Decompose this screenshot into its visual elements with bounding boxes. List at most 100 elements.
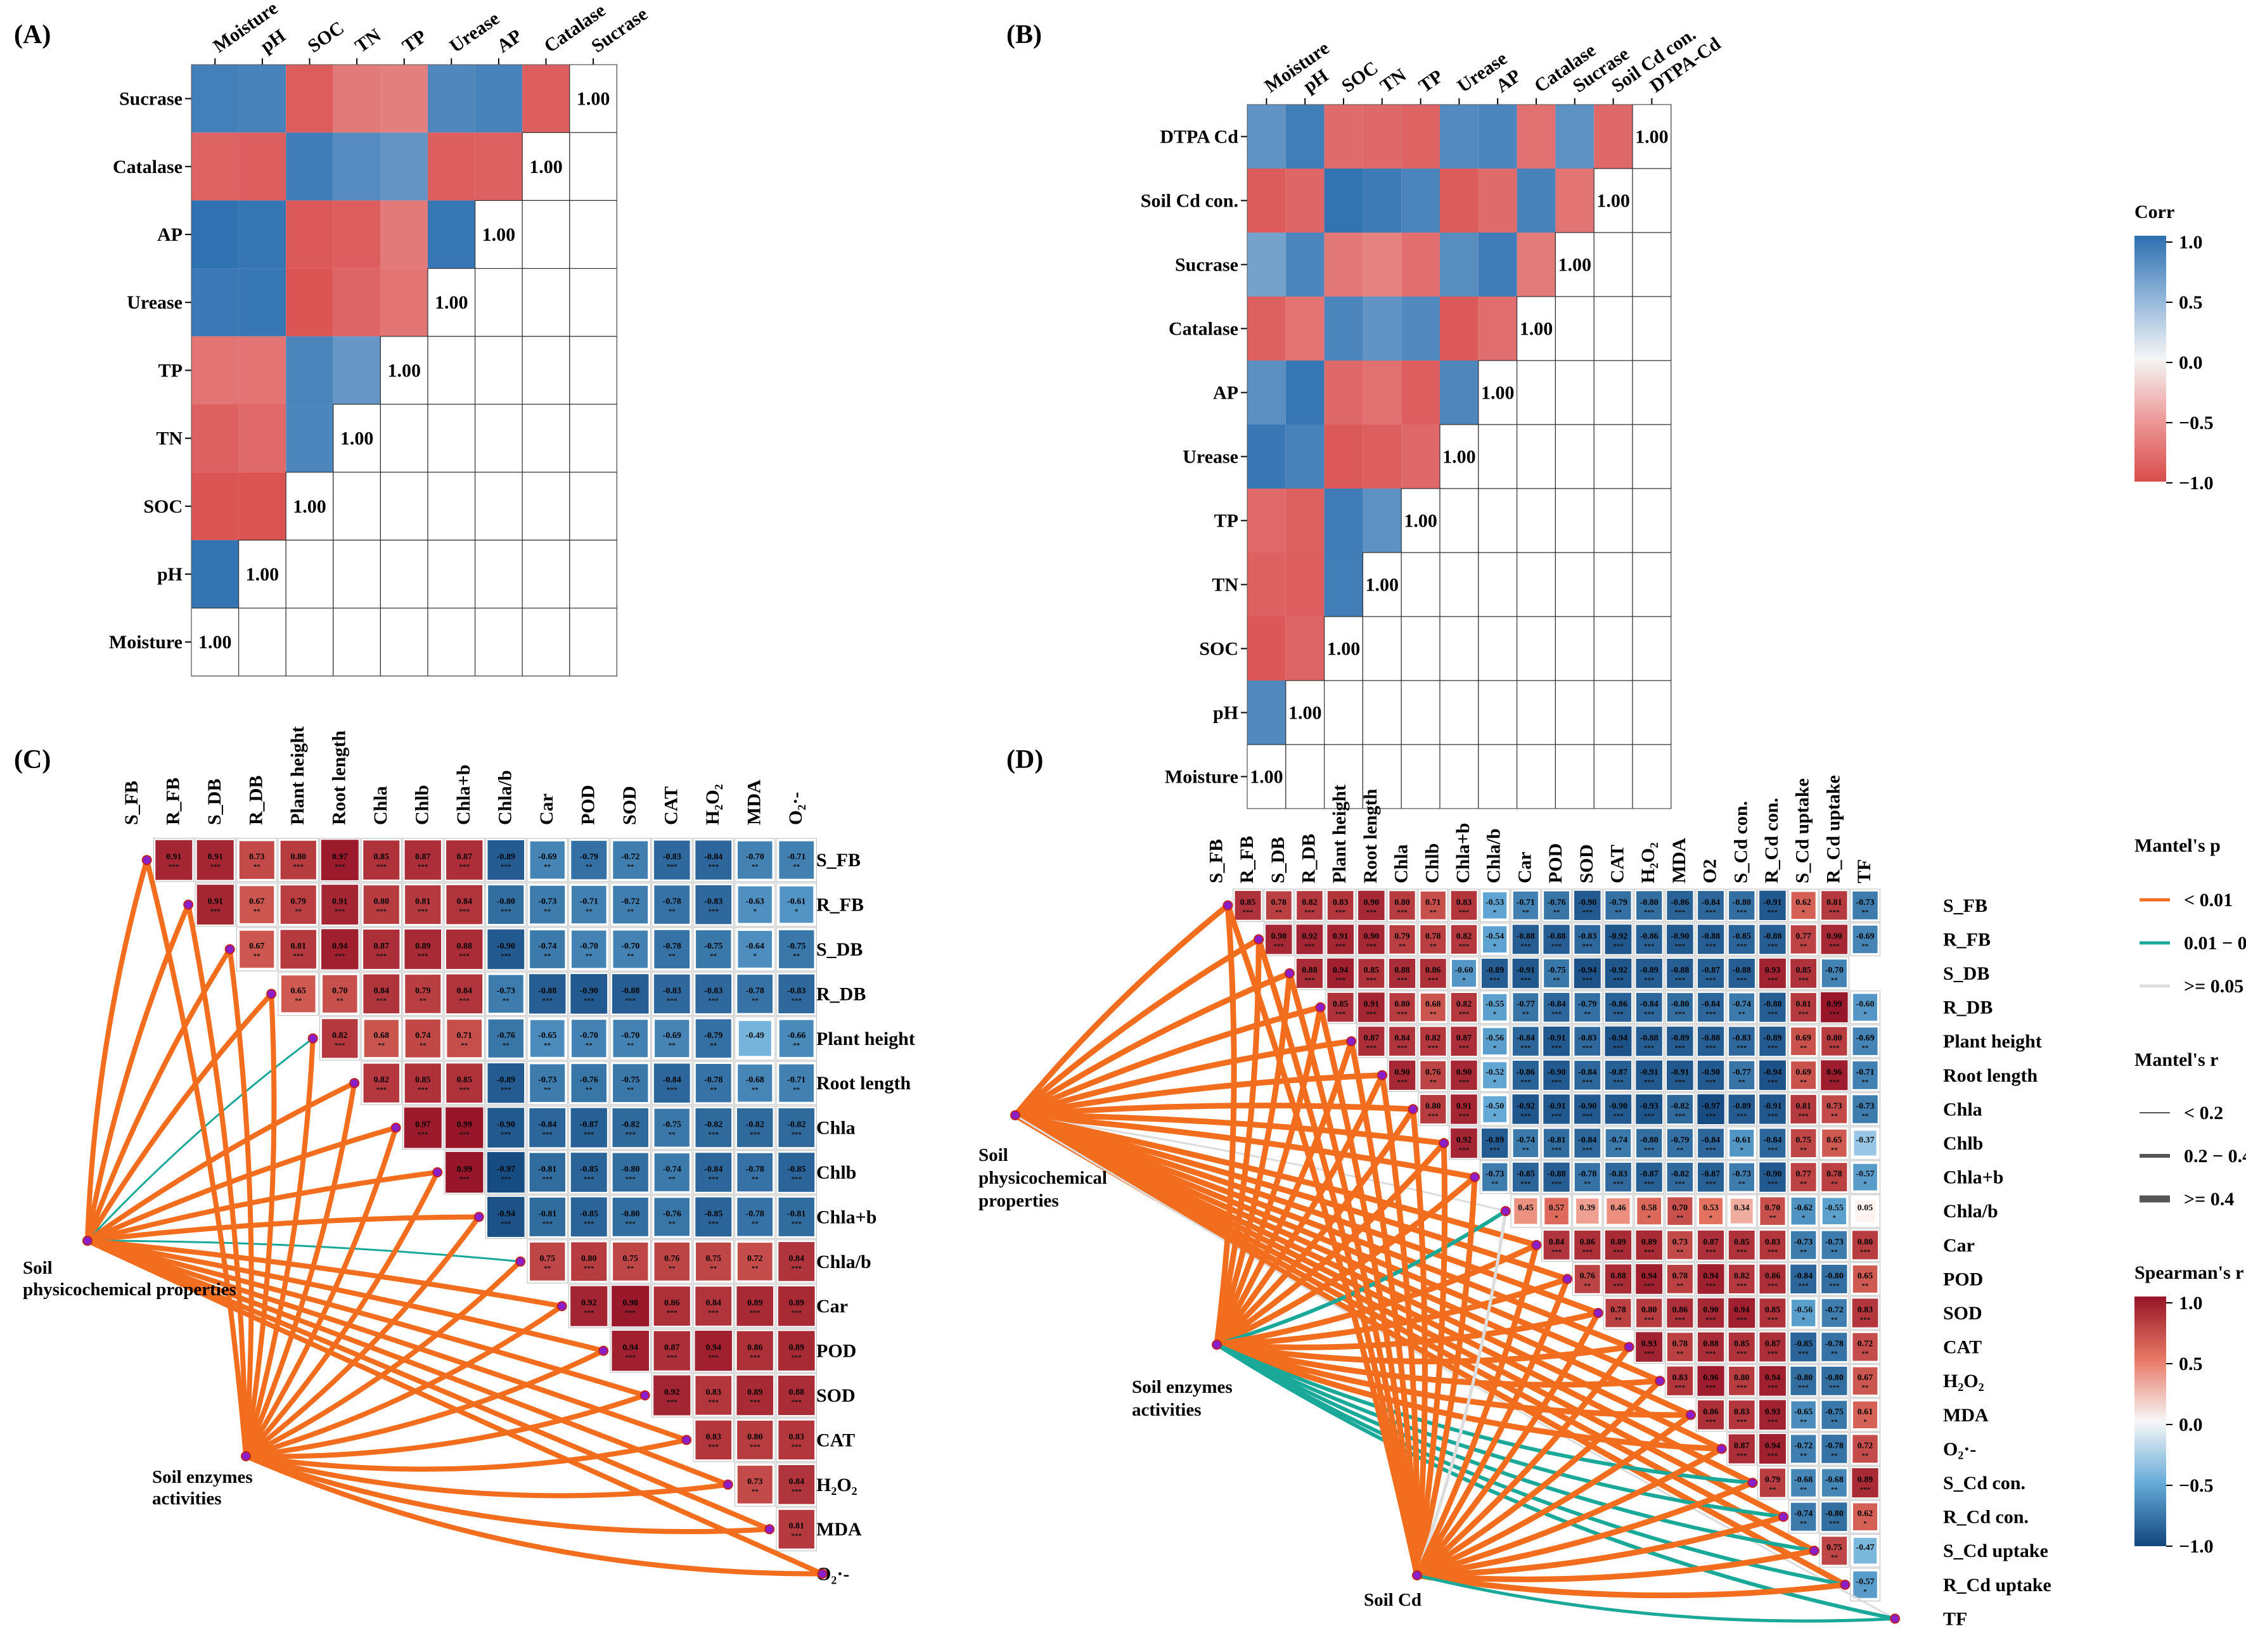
mantel-link [243, 1303, 565, 1459]
value-cell [522, 539, 570, 609]
mantel-link [243, 1035, 316, 1459]
mantel-link [1012, 1004, 1323, 1118]
mantel-link [1414, 1514, 1787, 1578]
value-cell [1593, 616, 1633, 681]
group-label: Soil [979, 1145, 1008, 1165]
cell-stars: *** [1768, 1248, 1778, 1256]
heat-cell [1822, 1129, 1847, 1157]
cell-stars: ** [586, 908, 593, 916]
cell-stars: *** [1459, 1112, 1470, 1120]
heat-cell [1852, 1298, 1878, 1328]
cell-value: 0.88 [1394, 966, 1410, 975]
cell-stars: ** [627, 1086, 634, 1094]
heat-cell [1420, 1094, 1446, 1124]
heat-cell [1574, 890, 1601, 920]
node-dot [764, 1524, 775, 1535]
cell-stars: ** [1430, 1079, 1437, 1086]
heat-cell [1697, 1094, 1724, 1125]
value-cell [474, 539, 523, 609]
cell-stars: *** [1829, 1282, 1840, 1290]
cell-stars: *** [792, 1354, 802, 1362]
cell-value: -0.88 [1702, 1034, 1720, 1043]
cell-stars: ** [1553, 976, 1561, 984]
value-cell [1478, 744, 1518, 809]
cell-stars: *** [1551, 1181, 1562, 1188]
cell-value: -0.87 [1640, 1170, 1659, 1179]
cell-stars: *** [459, 1131, 470, 1139]
cell-value: -0.88 [1763, 932, 1781, 941]
row-label: CAT [1943, 1337, 1982, 1358]
cell-stars: ** [544, 1086, 551, 1094]
cell-value: 0.86 [1765, 1271, 1781, 1281]
cell-value: 0.80 [747, 1432, 763, 1442]
heat-cell [1791, 1401, 1816, 1429]
cell-stars: * [1493, 1011, 1497, 1018]
mantel-link [1414, 1547, 1818, 1582]
mantel-link [1012, 1112, 1755, 1486]
cell-stars: *** [1520, 976, 1531, 984]
cell-stars: ** [1522, 909, 1530, 916]
cell-stars: *** [1243, 909, 1254, 916]
heat-cell [695, 840, 732, 880]
cell-stars: ** [669, 1175, 676, 1183]
cell-value: -0.90 [1578, 898, 1596, 907]
heat-cell [333, 65, 381, 133]
row-label: S_DB [816, 939, 863, 960]
cell-stars: * [1493, 1079, 1497, 1086]
heat-cell [1605, 925, 1632, 954]
heat-cell [1697, 1230, 1724, 1260]
cell-value: -0.85 [1733, 932, 1751, 941]
heat-cell [1483, 926, 1507, 953]
cell-stars: *** [335, 863, 345, 871]
cell-value: 0.83 [1672, 1373, 1688, 1383]
cell-value: 0.71 [1425, 898, 1441, 907]
mantel-link [243, 1080, 357, 1459]
row-label: TP [1214, 511, 1238, 532]
cell-stars: * [1709, 1214, 1713, 1222]
cell-stars: *** [1736, 1418, 1747, 1426]
value-cell [474, 200, 523, 269]
heat-cell [1790, 1129, 1816, 1158]
node-dot [1562, 1274, 1573, 1284]
cell-value: -0.60 [1856, 1000, 1874, 1009]
cell-stars: ** [669, 908, 676, 916]
colorbar [2134, 236, 2166, 482]
cell-stars: ** [669, 952, 676, 960]
heat-cell [333, 200, 381, 269]
value-cell [1439, 552, 1479, 617]
heat-cell [240, 886, 274, 923]
cell-stars: *** [1304, 942, 1315, 950]
cell-value: -0.83 [1609, 1170, 1627, 1179]
value-cell [1362, 744, 1402, 809]
node-dot [82, 1236, 93, 1246]
cell-value: 0.85 [1795, 966, 1811, 975]
heat-cell [1759, 1231, 1786, 1260]
cell-value: 0.90 [1394, 1068, 1410, 1077]
heat-cell [695, 885, 732, 925]
value-cell [1478, 424, 1518, 489]
cell-stars: ** [461, 1042, 468, 1049]
cell-stars: *** [1768, 1011, 1778, 1018]
heat-cell [1285, 297, 1325, 361]
heat-cell [736, 1286, 774, 1326]
heat-cell [1389, 1027, 1415, 1056]
cell-value: -0.88 [1547, 1170, 1565, 1179]
heat-cell [1698, 1129, 1724, 1158]
cell-stars: *** [1582, 976, 1593, 984]
heat-cell [286, 268, 333, 336]
cell-stars: *** [1768, 1112, 1778, 1120]
cell-value: 0.80 [1826, 1034, 1842, 1043]
cell-stars: *** [792, 1131, 802, 1139]
cell-stars: *** [1829, 1011, 1840, 1018]
cell-value: -0.82 [1671, 1170, 1689, 1179]
heat-cell [1605, 1060, 1632, 1090]
node-dot [390, 1122, 401, 1133]
heat-cell [1667, 1197, 1693, 1226]
cell-stars: ** [337, 997, 344, 1004]
cell-value: 0.89 [1610, 1238, 1626, 1247]
heat-cell [612, 1286, 650, 1327]
value-cell [1401, 680, 1441, 745]
cell-stars: *** [1582, 909, 1593, 916]
cell-value: 0.85 [1765, 1305, 1781, 1315]
cell-stars: ** [1831, 1112, 1839, 1120]
